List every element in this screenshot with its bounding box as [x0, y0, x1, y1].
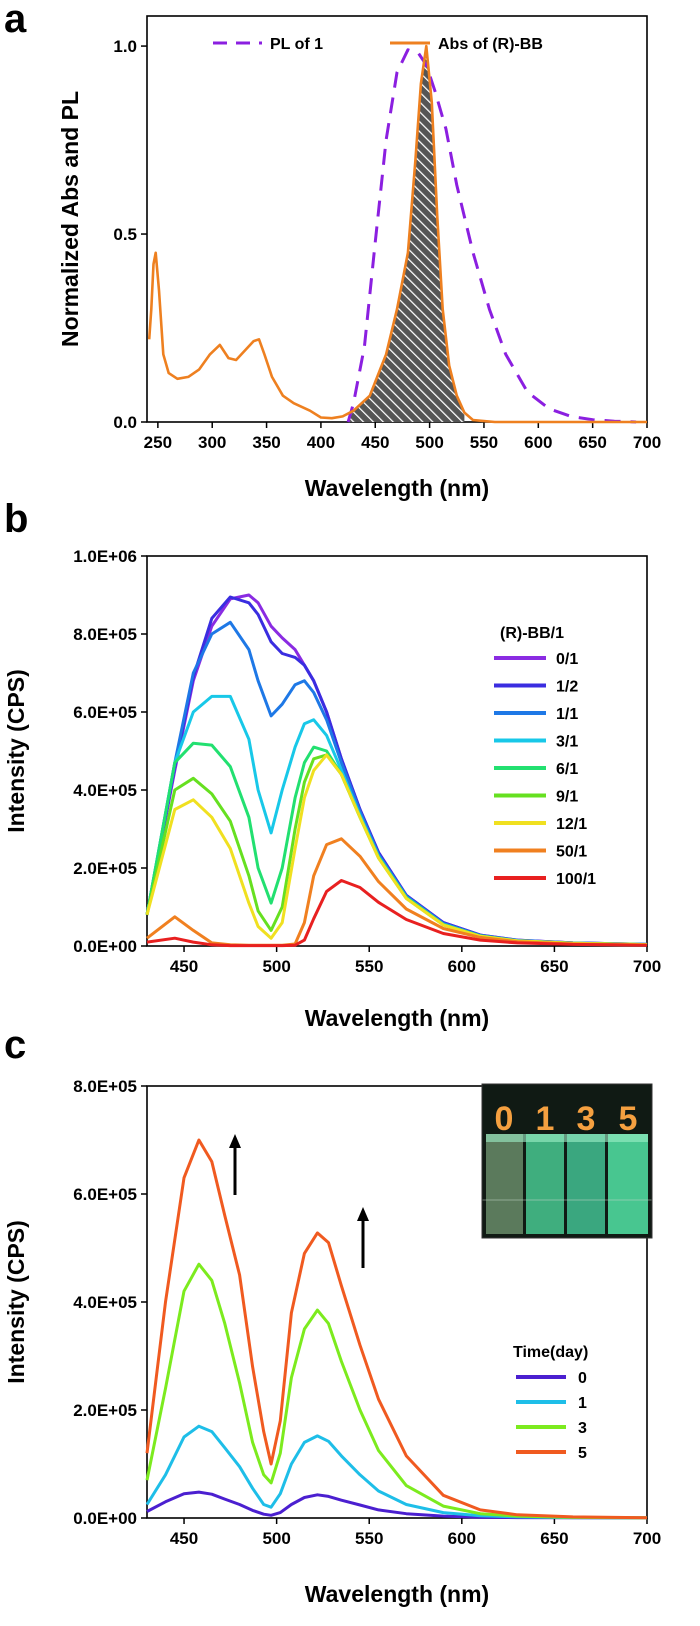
y-axis-title: Intensity (CPS) [3, 669, 29, 833]
legend-label: 0 [578, 1370, 587, 1387]
x-tick-label: 600 [448, 1529, 476, 1548]
panel-b-label: b [4, 497, 28, 541]
x-tick-label: 600 [448, 957, 476, 976]
x-tick-label: 650 [578, 433, 606, 452]
x-tick-label: 650 [540, 1529, 568, 1548]
x-axis-title: Wavelength (nm) [305, 475, 489, 501]
series-line-day-5 [145, 1138, 648, 1520]
x-tick-label: 450 [170, 1529, 198, 1548]
legend-label: 1/1 [556, 706, 578, 723]
legend-label: 50/1 [556, 844, 587, 861]
legend-label: 12/1 [556, 816, 587, 833]
arrow-up-icon [357, 1207, 369, 1268]
x-tick-label: 500 [415, 433, 443, 452]
y-tick-label: 6.0E+05 [73, 703, 137, 722]
x-tick-label: 550 [355, 1529, 383, 1548]
x-tick-label: 500 [262, 957, 290, 976]
x-tick-label: 400 [307, 433, 335, 452]
y-tick-label: 8.0E+05 [73, 1077, 137, 1096]
panel-a-label: a [4, 0, 27, 41]
chart-panel-b: 450 500 550 600 650 700 0.0E+00 2.0E+05 4.0E+05 6… [3, 547, 661, 1031]
overlap-hatch-area [348, 46, 465, 422]
series-line-day-0 [146, 1490, 648, 1520]
legend-label: 1/2 [556, 679, 578, 696]
x-axis-title: Wavelength (nm) [305, 1005, 489, 1031]
x-tick-label: 700 [633, 1529, 661, 1548]
panel-c-label: c [4, 1023, 26, 1067]
x-axis-title: Wavelength (nm) [305, 1581, 489, 1607]
inset-label-5: 5 [619, 1100, 638, 1138]
x-tick-label: 600 [524, 433, 552, 452]
series-line-day-1 [145, 1424, 648, 1520]
legend-title: (R)-BB/1 [500, 625, 564, 642]
x-tick-label: 250 [144, 433, 172, 452]
y-tick-label: 1.0E+06 [73, 547, 137, 566]
series-line-day-3 [145, 1262, 648, 1520]
y-tick-label: 8.0E+05 [73, 625, 137, 644]
legend-label: 9/1 [556, 789, 578, 806]
inset-label-0: 0 [495, 1100, 514, 1138]
y-tick-label: 0.0 [113, 413, 137, 432]
x-tick-label: 550 [355, 957, 383, 976]
vial-photo-inset [481, 1083, 653, 1239]
legend-title: Time(day) [513, 1344, 588, 1361]
y-tick-label: 0.0E+00 [73, 1509, 137, 1528]
legend-label-pl: PL of 1 [270, 36, 323, 53]
legend-label-abs: Abs of (R)-BB [438, 36, 543, 53]
x-tick-label: 450 [170, 957, 198, 976]
legend-label: 5 [578, 1445, 587, 1462]
series-line-100-1 [146, 879, 648, 948]
y-tick-label: 6.0E+05 [73, 1185, 137, 1204]
legend-label: 3/1 [556, 734, 578, 751]
plot-frame [146, 555, 648, 947]
y-tick-label: 1.0 [113, 37, 137, 56]
series-line-12-1 [145, 753, 648, 947]
inset-label-1: 1 [536, 1100, 555, 1138]
chart-panel-c: 450 500 550 600 650 7000.0E+002.0E+054.0E+056… [3, 1077, 661, 1607]
x-tick-label: 650 [540, 957, 568, 976]
y-tick-label: 4.0E+05 [73, 1293, 137, 1312]
series-line-1-1 [145, 620, 648, 946]
legend-label: 3 [578, 1420, 587, 1437]
x-tick-label: 700 [633, 433, 661, 452]
x-tick-label: 300 [198, 433, 226, 452]
y-tick-label: 0.0E+00 [73, 937, 137, 956]
y-axis-title: Normalized Abs and PL [57, 91, 83, 347]
y-tick-label: 2.0E+05 [73, 1401, 137, 1420]
series-line-abs [147, 44, 647, 424]
y-tick-label: 0.5 [113, 225, 137, 244]
legend-label: 100/1 [556, 871, 596, 888]
x-tick-label: 500 [262, 1529, 290, 1548]
y-axis-title: Intensity (CPS) [3, 1220, 29, 1384]
series-line-pl [346, 48, 637, 424]
legend-label: 6/1 [556, 761, 578, 778]
y-tick-label: 4.0E+05 [73, 781, 137, 800]
y-tick-label: 2.0E+05 [73, 859, 137, 878]
x-tick-label: 350 [252, 433, 280, 452]
legend-label: 1 [578, 1395, 587, 1412]
arrow-up-icon [229, 1134, 241, 1195]
x-tick-label: 700 [633, 957, 661, 976]
chart-panel-a: 250 300 350 400 450 500 550 600 650 700 0.0 0.5 1.0 P… [57, 15, 661, 501]
legend-label: 0/1 [556, 651, 578, 668]
x-tick-label: 550 [470, 433, 498, 452]
inset-label-3: 3 [577, 1100, 596, 1138]
x-tick-label: 450 [361, 433, 389, 452]
